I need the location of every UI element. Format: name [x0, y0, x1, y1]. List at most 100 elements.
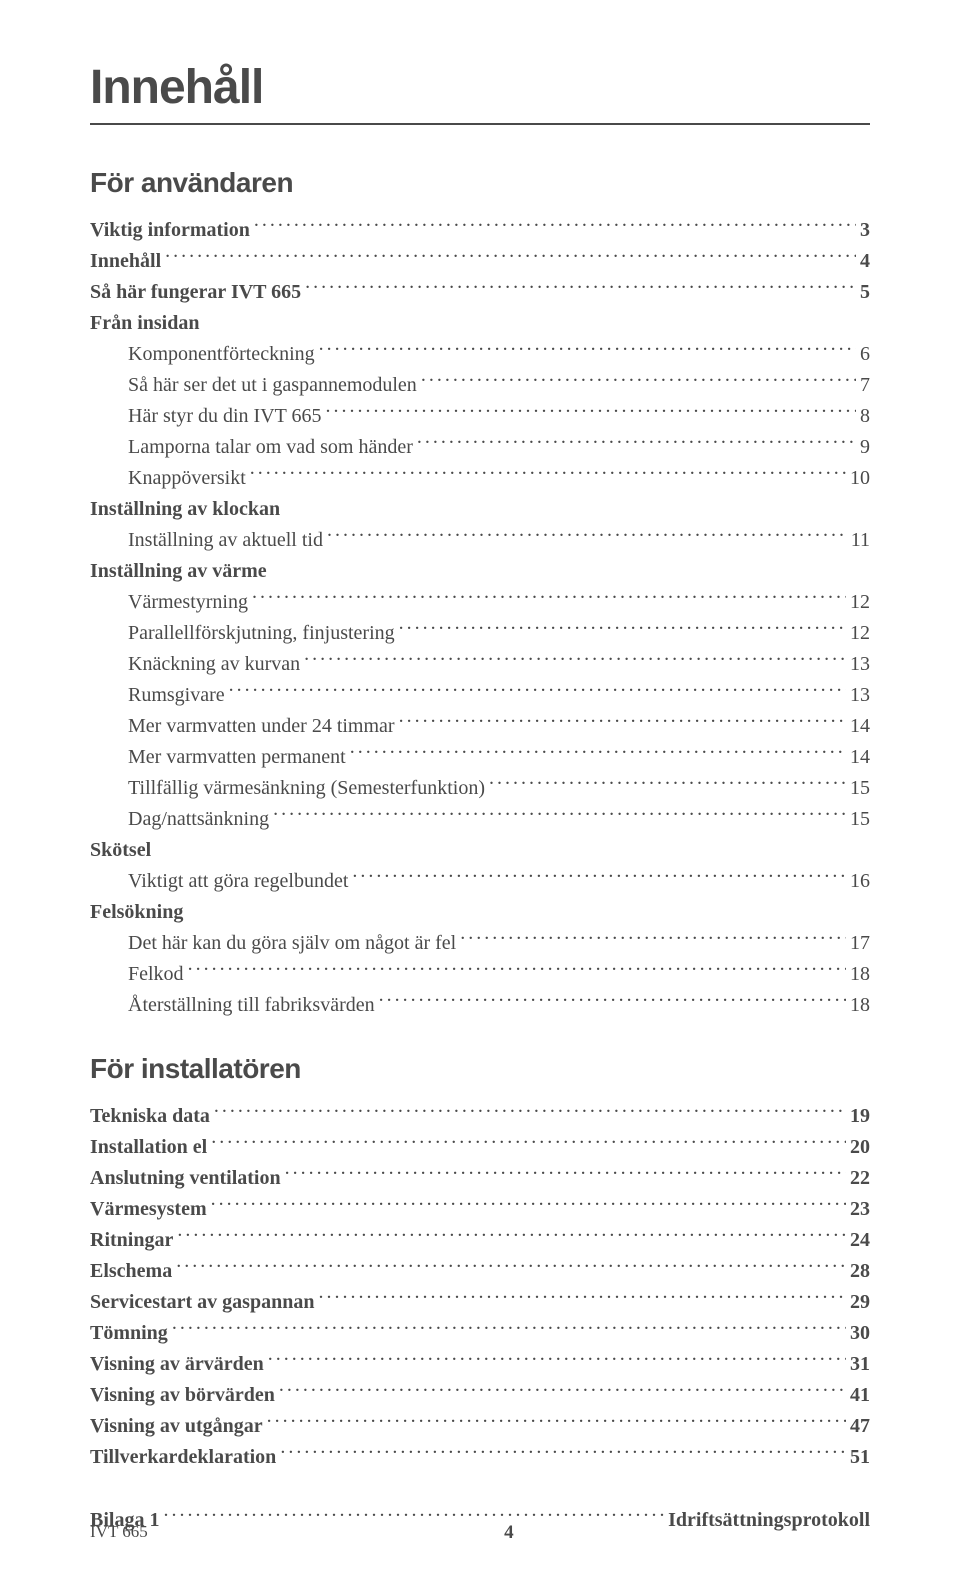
toc-row: Inställning av värme: [90, 556, 870, 587]
toc-row: Elschema28: [90, 1256, 870, 1287]
toc-label: Mer varmvatten permanent: [90, 742, 346, 773]
toc-page: 5: [860, 277, 870, 308]
leaders: [211, 1195, 846, 1215]
toc-page: 7: [860, 370, 870, 401]
toc-row: Felsökning: [90, 897, 870, 928]
toc-row: Viktig information3: [90, 215, 870, 246]
toc-page: 18: [850, 990, 870, 1021]
toc-row: Installation el20: [90, 1132, 870, 1163]
leaders: [271, 557, 866, 577]
toc-row: Mer varmvatten permanent14: [90, 742, 870, 773]
toc-row: Skötsel: [90, 835, 870, 866]
toc-label: Inställning av klockan: [90, 494, 280, 525]
toc-label: Tillverkardeklaration: [90, 1442, 276, 1473]
toc-row: Från insidan: [90, 308, 870, 339]
leaders: [326, 402, 857, 422]
toc-page: 11: [851, 525, 870, 556]
toc-page: 8: [860, 401, 870, 432]
toc-label: Visning av ärvärden: [90, 1349, 264, 1380]
leaders: [417, 433, 856, 453]
toc-section: Tekniska data 19Installation el20Anslutni…: [90, 1101, 870, 1473]
toc-row: Felkod18: [90, 959, 870, 990]
toc-page: 4: [860, 246, 870, 277]
leaders: [399, 619, 846, 639]
toc-label: Knappöversikt: [90, 463, 246, 494]
toc-page: 23: [850, 1194, 870, 1225]
leaders: [268, 1350, 846, 1370]
toc-row: Inställning av klockan: [90, 494, 870, 525]
leaders: [211, 1133, 846, 1153]
toc-page: 16: [850, 866, 870, 897]
toc-label: Så här fungerar IVT 665: [90, 277, 301, 308]
leaders: [273, 805, 846, 825]
toc-page: 19: [850, 1101, 870, 1132]
toc-page: 24: [850, 1225, 870, 1256]
toc-label: Här styr du din IVT 665: [90, 401, 322, 432]
leaders: [284, 495, 866, 515]
leaders: [254, 216, 856, 236]
toc-row: Visning av börvärden 41: [90, 1380, 870, 1411]
toc-label: Innehåll: [90, 246, 161, 277]
toc-page: 9: [860, 432, 870, 463]
toc-page: 41: [850, 1380, 870, 1411]
toc-label: Skötsel: [90, 835, 151, 866]
toc-row: Det här kan du göra själv om något är fe…: [90, 928, 870, 959]
toc-page: 17: [850, 928, 870, 959]
toc-label: Lamporna talar om vad som händer: [90, 432, 413, 463]
toc-page: 28: [850, 1256, 870, 1287]
leaders: [327, 526, 847, 546]
leaders: [379, 991, 846, 1011]
leaders: [214, 1102, 846, 1122]
toc-page: 12: [850, 618, 870, 649]
toc-label: Viktigt att göra regelbundet: [90, 866, 348, 897]
toc-row: Så här fungerar IVT 665 5: [90, 277, 870, 308]
toc-row: Knappöversikt10: [90, 463, 870, 494]
toc-label: Visning av utgångar: [90, 1411, 263, 1442]
toc-row: Rumsgivare13: [90, 680, 870, 711]
toc-row: Tillverkardeklaration 51: [90, 1442, 870, 1473]
toc-row: Så här ser det ut i gaspannemodulen7: [90, 370, 870, 401]
toc-page: 15: [850, 804, 870, 835]
toc-page: 12: [850, 587, 870, 618]
toc-page: 13: [850, 680, 870, 711]
toc-row: Parallellförskjutning, finjustering 12: [90, 618, 870, 649]
toc-row: Återställning till fabriksvärden 18: [90, 990, 870, 1021]
toc-page: 29: [850, 1287, 870, 1318]
leaders: [252, 588, 846, 608]
leaders: [460, 929, 846, 949]
toc-page: 22: [850, 1163, 870, 1194]
toc-label: Visning av börvärden: [90, 1380, 275, 1411]
toc-label: Återställning till fabriksvärden: [90, 990, 375, 1021]
toc-section: Viktig information3Innehåll4Så här funge…: [90, 215, 870, 1021]
toc-label: Tillfällig värmesänkning (Semesterfunkti…: [90, 773, 485, 804]
leaders: [304, 650, 846, 670]
leaders: [250, 464, 846, 484]
toc-label: Ritningar: [90, 1225, 173, 1256]
toc-label: Knäckning av kurvan: [90, 649, 300, 680]
leaders: [489, 774, 846, 794]
toc-row: Värmestyrning 12: [90, 587, 870, 618]
toc-label: Tömning: [90, 1318, 168, 1349]
toc-row: Tömning30: [90, 1318, 870, 1349]
toc-page: 6: [860, 339, 870, 370]
toc-row: Servicestart av gaspannan29: [90, 1287, 870, 1318]
leaders: [305, 278, 856, 298]
page-title: Innehåll: [90, 60, 870, 125]
leaders: [177, 1226, 846, 1246]
toc-label: Installation el: [90, 1132, 207, 1163]
toc-label: Anslutning ventilation: [90, 1163, 281, 1194]
toc-label: Värmesystem: [90, 1194, 207, 1225]
toc-row: Komponentförteckning6: [90, 339, 870, 370]
toc-label: Dag/nattsänkning: [90, 804, 269, 835]
toc-label: Tekniska data: [90, 1101, 210, 1132]
toc-row: Mer varmvatten under 24 timmar14: [90, 711, 870, 742]
leaders: [285, 1164, 846, 1184]
toc-page: 15: [850, 773, 870, 804]
toc-label: Parallellförskjutning, finjustering: [90, 618, 395, 649]
section-head: För installatören: [90, 1053, 870, 1085]
leaders: [267, 1412, 846, 1432]
leaders: [318, 1288, 846, 1308]
toc-row: Ritningar 24: [90, 1225, 870, 1256]
toc-label: Värmestyrning: [90, 587, 248, 618]
leaders: [280, 1443, 846, 1463]
